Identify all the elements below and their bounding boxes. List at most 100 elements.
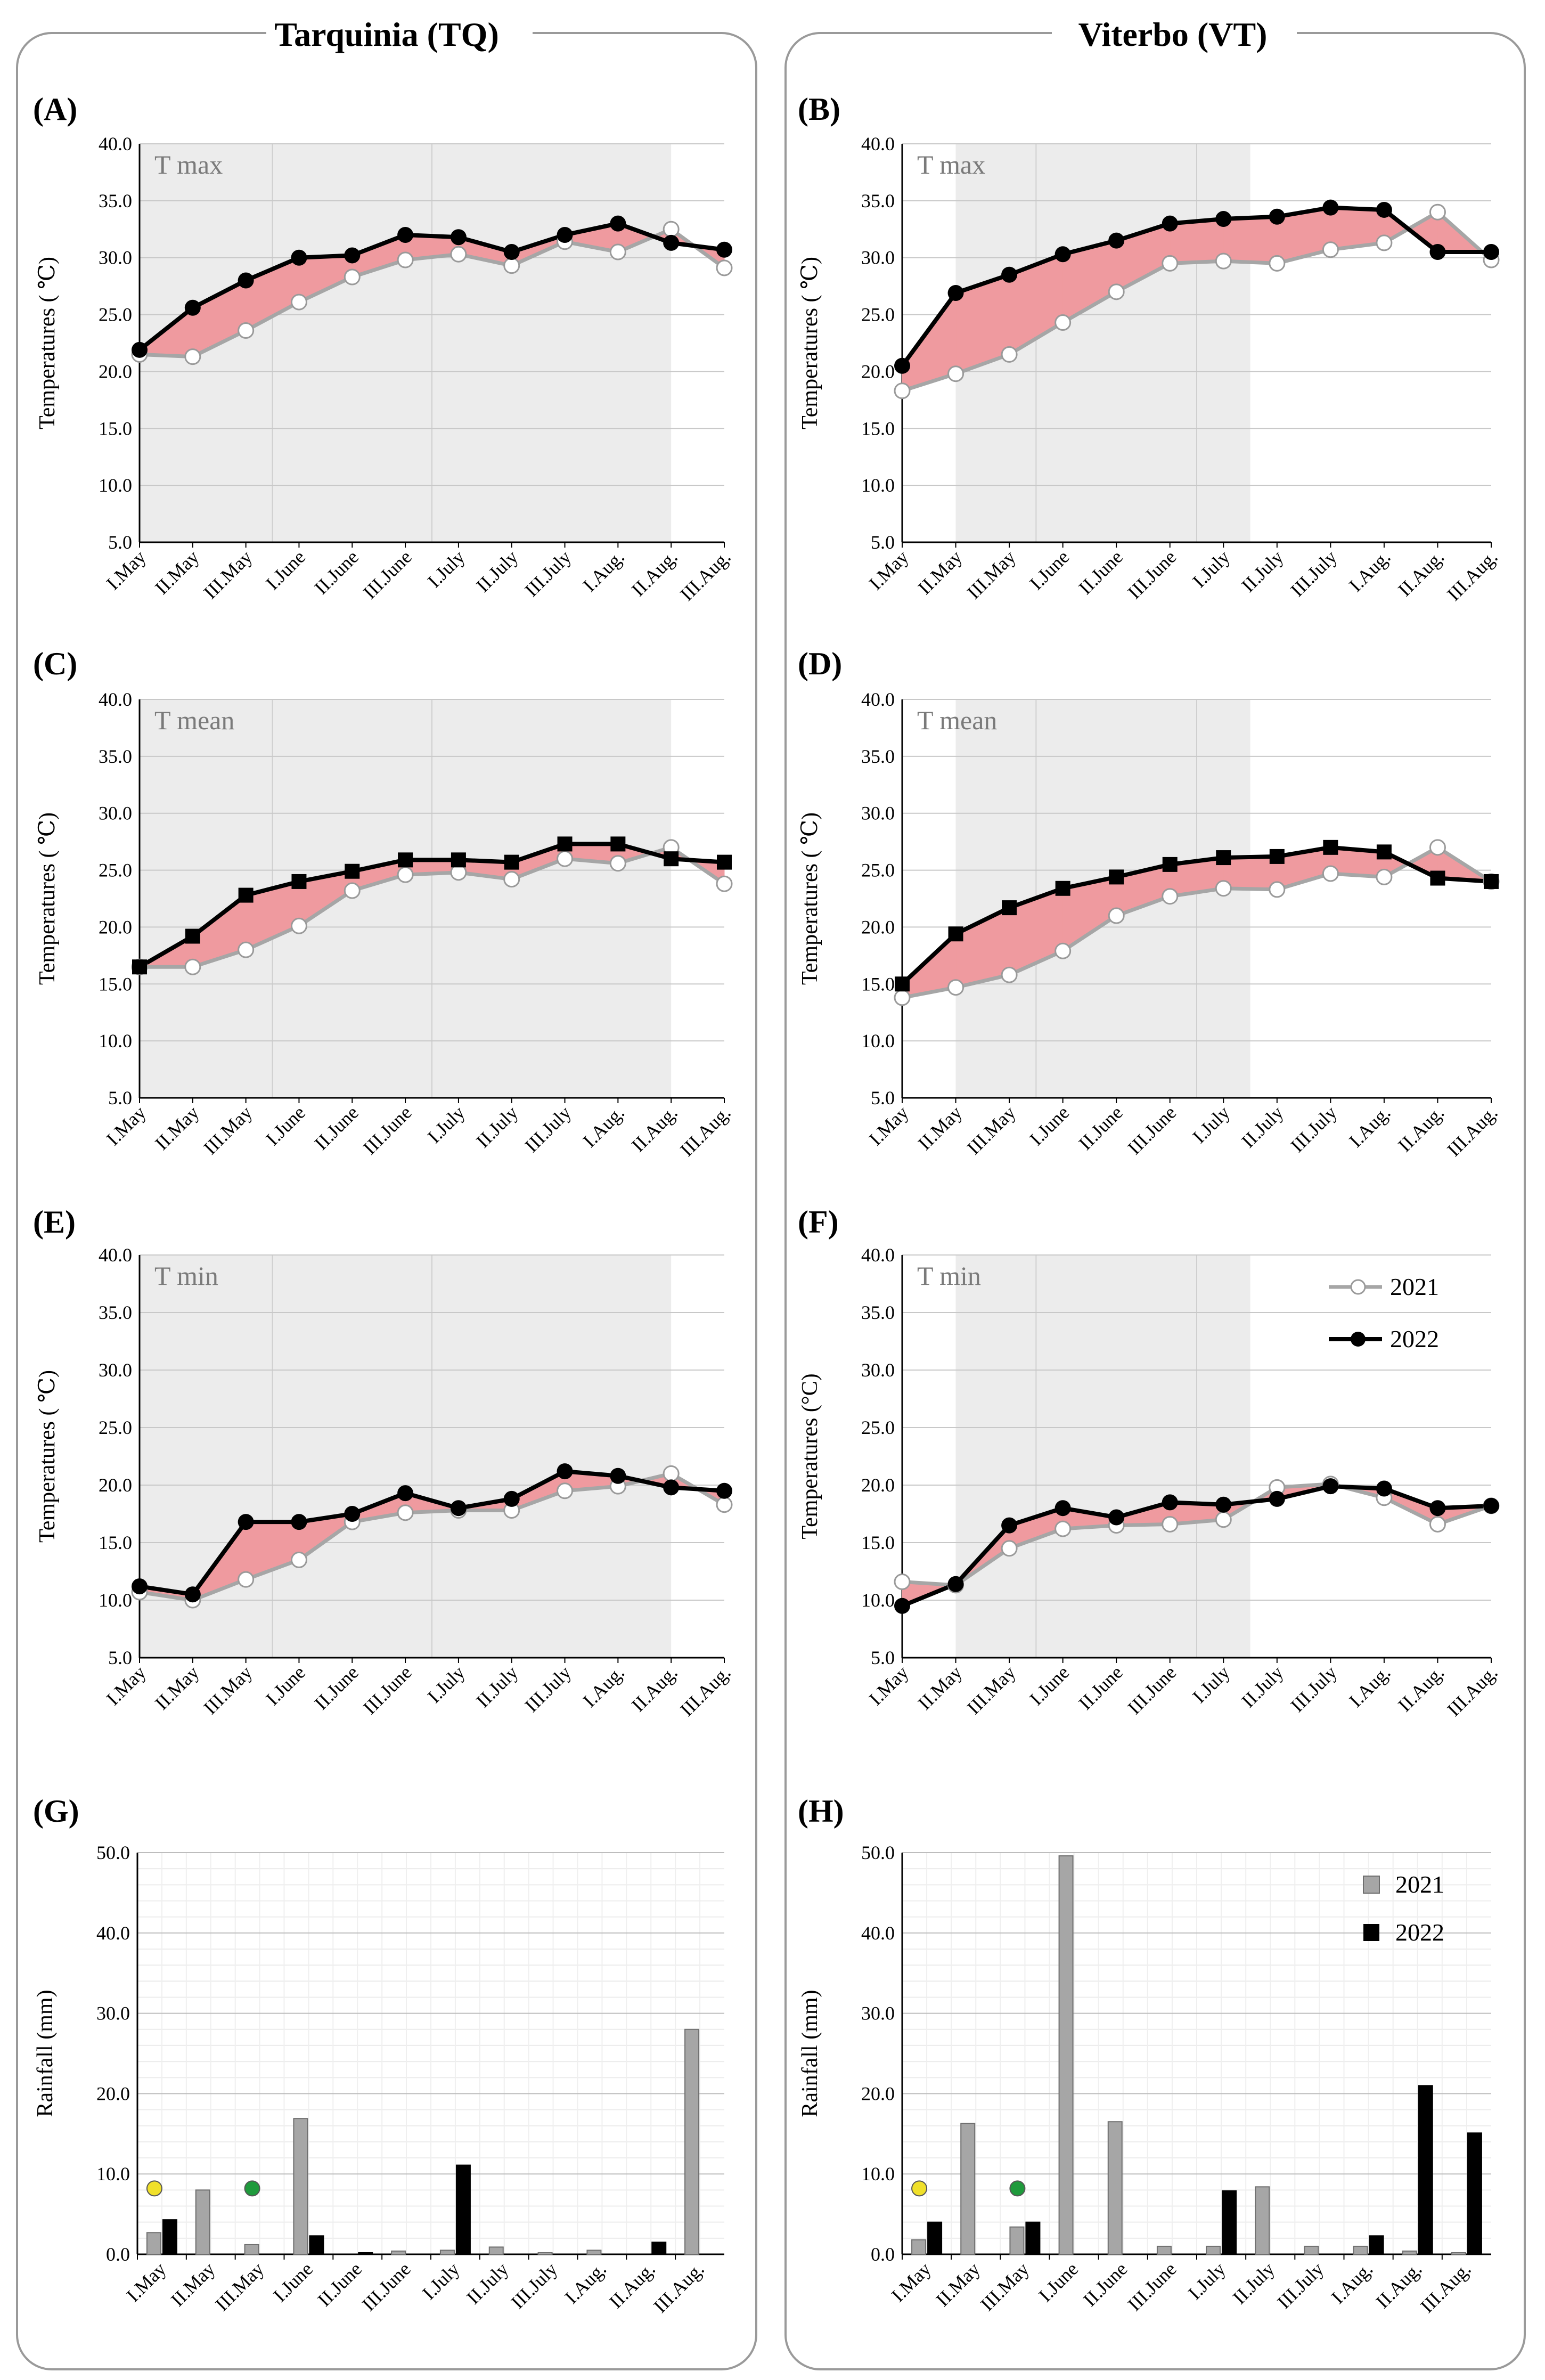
- y-tick-label: 20.0: [99, 916, 132, 938]
- point-2021: [397, 251, 414, 268]
- bar-2022: [455, 2164, 471, 2255]
- x-tick-label: I.July: [1188, 1102, 1234, 1147]
- point-2021: [184, 958, 201, 975]
- y-tick-label: 35.0: [99, 190, 132, 211]
- point-2022: [132, 1578, 148, 1595]
- x-tick-label: II.May: [914, 546, 966, 598]
- series-2022-line: [900, 205, 1491, 368]
- point-2022: [344, 247, 361, 264]
- series-2021-line: [902, 1482, 1492, 1587]
- point-2022: [894, 357, 910, 374]
- series-2022-line: [138, 842, 725, 969]
- legend-2022-label: 2022: [1390, 1325, 1439, 1352]
- x-tick-label: II.Aug.: [1394, 1102, 1448, 1156]
- point-2021: [503, 257, 520, 274]
- shaded-period: [140, 144, 672, 542]
- point-2021: [1429, 1515, 1446, 1533]
- bar-2022: [358, 2252, 373, 2255]
- panel-label: (A): [33, 92, 77, 127]
- x-tick-label: I.June: [1034, 2258, 1082, 2306]
- y-tick-label: 35.0: [861, 746, 895, 767]
- point-2021: [1162, 888, 1179, 905]
- y-tick-label: 5.0: [108, 1647, 132, 1668]
- y-tick-label: 20.0: [96, 2083, 130, 2104]
- bar-2021: [146, 2232, 161, 2255]
- y-tick-label: 20.0: [99, 361, 132, 382]
- x-tick-label: II.July: [472, 1102, 522, 1152]
- x-tick-label: II.Aug.: [1394, 546, 1448, 600]
- y-tick-label: 15.0: [99, 1532, 132, 1553]
- point-2022: [610, 836, 626, 852]
- point-2022: [948, 926, 963, 942]
- panel-label: (H): [798, 1794, 844, 1829]
- y-tick-label: 40.0: [99, 1244, 132, 1266]
- point-2022: [1108, 232, 1125, 249]
- point-2022: [1001, 1517, 1018, 1534]
- x-tick-label: III.June: [359, 546, 416, 603]
- point-2022: [132, 341, 148, 358]
- y-tick-label: 15.0: [861, 1532, 895, 1553]
- x-tick-label: I.May: [865, 546, 913, 594]
- y-tick-label: 25.0: [861, 304, 895, 325]
- point-2022: [397, 1485, 414, 1502]
- point-2021: [1376, 868, 1393, 885]
- x-tick-label: II.May: [151, 546, 203, 598]
- bar-2022: [1467, 2132, 1482, 2255]
- series-2022-line: [139, 1469, 725, 1597]
- x-tick-label: II.June: [1079, 2258, 1131, 2310]
- x-tick-label: II.July: [472, 546, 522, 596]
- point-2022: [1162, 1494, 1178, 1511]
- point-2022: [1162, 215, 1178, 232]
- legend-2021-label: 2021: [1390, 1273, 1439, 1300]
- x-tick-label: III.June: [1124, 2258, 1181, 2315]
- x-tick-label: III.July: [507, 2258, 562, 2313]
- bar-2022: [927, 2221, 943, 2255]
- x-tick-label: II.June: [314, 2258, 366, 2310]
- y-tick-label: 30.0: [861, 247, 895, 268]
- point-2021: [894, 1573, 911, 1590]
- bar-2021: [391, 2250, 406, 2255]
- x-tick-label: I.June: [1026, 1102, 1074, 1150]
- x-tick-label: III.Aug.: [676, 1661, 734, 1720]
- point-2021: [947, 979, 964, 996]
- x-tick-label: I.Aug.: [579, 546, 628, 596]
- x-tick-label: I.May: [102, 1661, 150, 1709]
- y-tick-label: 10.0: [99, 1590, 132, 1611]
- point-2021: [1108, 907, 1125, 924]
- point-2021: [450, 246, 467, 263]
- y-tick-label: 30.0: [96, 2003, 130, 2024]
- bar-2021: [1009, 2226, 1025, 2255]
- bar-2021: [1206, 2245, 1221, 2255]
- panel-variable-label: T max: [917, 150, 985, 180]
- point-2022: [1376, 201, 1392, 218]
- bar-2022: [651, 2242, 667, 2255]
- x-tick-label: III.July: [1287, 1661, 1342, 1716]
- point-2022: [184, 299, 201, 316]
- x-tick-label: II.June: [310, 546, 363, 598]
- bar-2021: [1255, 2186, 1270, 2255]
- panel-variable-label: T min: [917, 1261, 981, 1291]
- x-tick-label: I.Aug.: [579, 1102, 628, 1151]
- x-tick-label: II.June: [1075, 1661, 1127, 1714]
- x-tick-label: II.Aug.: [1372, 2258, 1426, 2312]
- x-tick-label: III.July: [1287, 1102, 1342, 1156]
- point-2022: [451, 852, 466, 868]
- panel-h: (H)0.010.020.030.040.050.0I.MayII.MayIII…: [798, 1794, 1491, 2317]
- point-2021: [1215, 252, 1232, 270]
- panel-variable-label: T mean: [917, 705, 997, 735]
- x-tick-label: II.Aug.: [627, 1102, 682, 1156]
- point-2022: [344, 1506, 361, 1522]
- bar-2021: [586, 2249, 602, 2255]
- point-2021: [344, 268, 361, 286]
- x-tick-label: I.Aug.: [579, 1661, 628, 1711]
- x-tick-label: II.July: [462, 2258, 512, 2308]
- y-axis-title: Temperatures ( ℃): [35, 812, 60, 985]
- point-2022: [557, 226, 573, 243]
- point-2021: [1001, 1540, 1018, 1557]
- bar-2022: [162, 2219, 177, 2255]
- point-2022: [716, 1482, 732, 1499]
- point-2022: [238, 1514, 254, 1530]
- x-tick-label: III.May: [200, 546, 257, 603]
- x-tick-label: I.July: [423, 1661, 469, 1707]
- point-2022: [1108, 1509, 1125, 1526]
